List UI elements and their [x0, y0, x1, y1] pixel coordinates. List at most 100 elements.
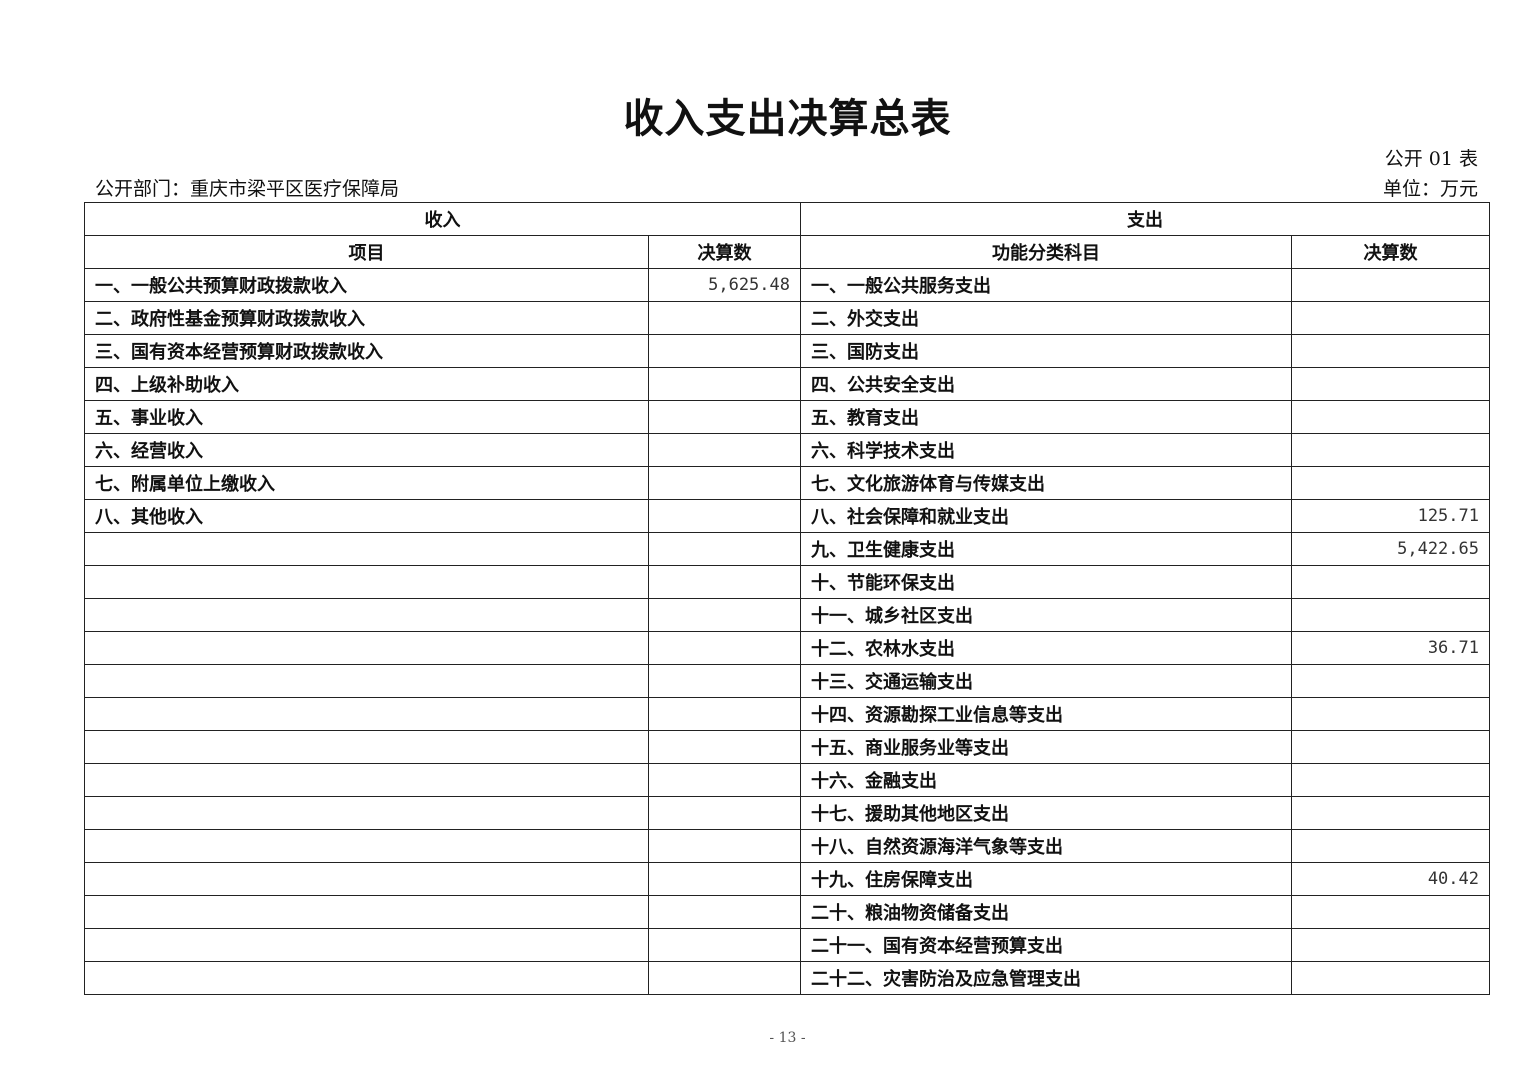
income-item-cell	[84, 730, 649, 764]
expense-amount-cell	[1291, 268, 1490, 302]
table-row: 二、政府性基金预算财政拨款收入 二、外交支出	[84, 301, 1490, 335]
income-item-cell	[84, 598, 649, 632]
income-amount-header: 决算数	[648, 235, 801, 269]
expense-amount-cell	[1291, 301, 1490, 335]
expense-amount-cell	[1291, 928, 1490, 962]
expense-item-cell: 七、文化旅游体育与传媒支出	[800, 466, 1292, 500]
expense-item-cell: 二十一、国有资本经营预算支出	[800, 928, 1292, 962]
expense-item-cell: 十二、农林水支出	[800, 631, 1292, 665]
expense-amount-cell	[1291, 433, 1490, 467]
table-row: 六、经营收入 六、科学技术支出	[84, 433, 1490, 467]
table-body: 一、一般公共预算财政拨款收入 5,625.48 一、一般公共服务支出 二、政府性基金预…	[84, 268, 1490, 995]
income-amount-cell	[648, 532, 801, 566]
table-row: 八、其他收入 八、社会保障和就业支出 125.71	[84, 499, 1490, 533]
income-item-cell	[84, 961, 649, 995]
expense-amount-cell	[1291, 697, 1490, 731]
table-row: 十六、金融支出	[84, 763, 1490, 797]
expense-item-cell: 九、卫生健康支出	[800, 532, 1292, 566]
income-amount-cell	[648, 334, 801, 368]
income-amount-cell	[648, 796, 801, 830]
income-amount-cell	[648, 862, 801, 896]
expense-amount-cell: 36.71	[1291, 631, 1490, 665]
table-row: 十七、援助其他地区支出	[84, 796, 1490, 830]
expense-item-cell: 三、国防支出	[800, 334, 1292, 368]
expense-item-cell: 十一、城乡社区支出	[800, 598, 1292, 632]
income-amount-cell	[648, 433, 801, 467]
table-row: 十八、自然资源海洋气象等支出	[84, 829, 1490, 863]
income-amount-cell	[648, 730, 801, 764]
expense-item-cell: 二十二、灾害防治及应急管理支出	[800, 961, 1292, 995]
income-amount-cell	[648, 829, 801, 863]
income-amount-cell	[648, 301, 801, 335]
expense-amount-cell	[1291, 565, 1490, 599]
table-row: 七、附属单位上缴收入 七、文化旅游体育与传媒支出	[84, 466, 1490, 500]
income-item-cell	[84, 895, 649, 929]
expense-item-cell: 十八、自然资源海洋气象等支出	[800, 829, 1292, 863]
page-title: 收入支出决算总表	[623, 95, 952, 142]
income-item-cell	[84, 928, 649, 962]
income-amount-cell	[648, 565, 801, 599]
expense-item-cell: 十、节能环保支出	[800, 565, 1292, 599]
form-number: 公开 01 表	[1384, 148, 1478, 170]
expense-amount-cell	[1291, 796, 1490, 830]
income-item-cell: 七、附属单位上缴收入	[84, 466, 649, 500]
income-item-cell: 八、其他收入	[84, 499, 649, 533]
expense-amount-cell: 125.71	[1291, 499, 1490, 533]
column-header-row: 项目 决算数 功能分类科目 决算数	[84, 235, 1490, 269]
expense-item-cell: 十五、商业服务业等支出	[800, 730, 1292, 764]
income-item-cell	[84, 829, 649, 863]
table-row: 三、国有资本经营预算财政拨款收入 三、国防支出	[84, 334, 1490, 368]
expense-amount-cell	[1291, 598, 1490, 632]
income-item-cell	[84, 664, 649, 698]
income-item-cell	[84, 532, 649, 566]
income-item-cell	[84, 631, 649, 665]
expense-amount-cell	[1291, 367, 1490, 401]
expense-amount-cell	[1291, 763, 1490, 797]
income-item-cell	[84, 697, 649, 731]
expense-section-header: 支出	[800, 202, 1490, 236]
table-row: 一、一般公共预算财政拨款收入 5,625.48 一、一般公共服务支出	[84, 268, 1490, 302]
income-amount-cell	[648, 466, 801, 500]
income-expense-table: 收入 支出 项目 决算数 功能分类科目 决算数 一、一般公共预算财政拨款收入 5,…	[84, 202, 1490, 995]
expense-item-cell: 五、教育支出	[800, 400, 1292, 434]
expense-item-cell: 十九、住房保障支出	[800, 862, 1292, 896]
income-amount-cell	[648, 367, 801, 401]
table-row: 四、上级补助收入 四、公共安全支出	[84, 367, 1490, 401]
table-row: 十九、住房保障支出 40.42	[84, 862, 1490, 896]
income-amount-cell	[648, 400, 801, 434]
table-row: 十三、交通运输支出	[84, 664, 1490, 698]
expense-amount-cell	[1291, 829, 1490, 863]
income-item-cell: 六、经营收入	[84, 433, 649, 467]
income-amount-cell	[648, 961, 801, 995]
expense-item-cell: 六、科学技术支出	[800, 433, 1292, 467]
income-item-header: 项目	[84, 235, 649, 269]
income-amount-cell	[648, 631, 801, 665]
table-row: 十五、商业服务业等支出	[84, 730, 1490, 764]
table-row: 五、事业收入 五、教育支出	[84, 400, 1490, 434]
expense-item-cell: 一、一般公共服务支出	[800, 268, 1292, 302]
expense-amount-cell	[1291, 730, 1490, 764]
income-item-cell: 二、政府性基金预算财政拨款收入	[84, 301, 649, 335]
income-item-cell	[84, 796, 649, 830]
table-row: 二十二、灾害防治及应急管理支出	[84, 961, 1490, 995]
income-item-cell: 一、一般公共预算财政拨款收入	[84, 268, 649, 302]
expense-item-cell: 二、外交支出	[800, 301, 1292, 335]
expense-item-cell: 四、公共安全支出	[800, 367, 1292, 401]
department-label: 公开部门：重庆市梁平区医疗保障局	[95, 178, 400, 200]
income-amount-cell	[648, 499, 801, 533]
expense-amount-cell	[1291, 961, 1490, 995]
table-row: 十、节能环保支出	[84, 565, 1490, 599]
expense-item-cell: 八、社会保障和就业支出	[800, 499, 1292, 533]
income-amount-cell: 5,625.48	[648, 268, 801, 302]
expense-item-cell: 十七、援助其他地区支出	[800, 796, 1292, 830]
table-row: 二十一、国有资本经营预算支出	[84, 928, 1490, 962]
income-amount-cell	[648, 763, 801, 797]
income-section-header: 收入	[84, 202, 801, 236]
expense-amount-header: 决算数	[1291, 235, 1490, 269]
expense-amount-cell	[1291, 895, 1490, 929]
expense-item-cell: 十六、金融支出	[800, 763, 1292, 797]
table-row: 二十、粮油物资储备支出	[84, 895, 1490, 929]
expense-amount-cell: 5,422.65	[1291, 532, 1490, 566]
table-row: 十一、城乡社区支出	[84, 598, 1490, 632]
table-row: 九、卫生健康支出 5,422.65	[84, 532, 1490, 566]
